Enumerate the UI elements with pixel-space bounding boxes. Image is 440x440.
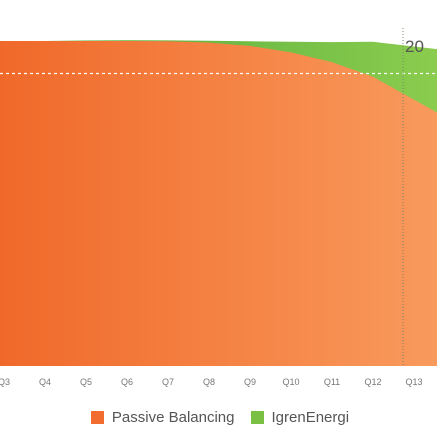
callout-label: 20 (405, 37, 424, 56)
hover-marker-group: 20 (402, 28, 424, 366)
legend-item-igrenenergi[interactable]: IgrenEnergi (250, 408, 350, 426)
area-series-passive-balancing[interactable] (0, 41, 437, 366)
legend-swatch-orange (90, 410, 104, 424)
x-tick-label: Q7 (162, 377, 174, 387)
legend-item-passive-balancing[interactable]: Passive Balancing (90, 408, 235, 426)
legend-label: Passive Balancing (111, 408, 235, 426)
x-tick-label: Q3 (0, 377, 10, 387)
x-tick-label: Q5 (80, 377, 92, 387)
legend-label: IgrenEnergi (271, 408, 350, 426)
legend-swatch-green (250, 410, 264, 424)
x-tick-label: Q10 (282, 377, 299, 387)
plot-areas (0, 40, 437, 366)
x-tick-label: Q6 (121, 377, 133, 387)
x-tick-label: Q11 (324, 377, 340, 387)
x-tick-label: Q9 (244, 377, 256, 387)
x-tick-label: Q4 (39, 377, 51, 387)
x-tick-label: Q8 (203, 377, 215, 387)
legend: Passive Balancing IgrenEnergi (0, 402, 440, 432)
x-axis-ticks: Q3 Q4 Q5 Q6 Q7 Q8 Q9 Q10 Q11 Q12 Q13 (0, 377, 423, 387)
x-tick-label: Q13 (405, 377, 422, 387)
x-tick-label: Q12 (364, 377, 381, 387)
